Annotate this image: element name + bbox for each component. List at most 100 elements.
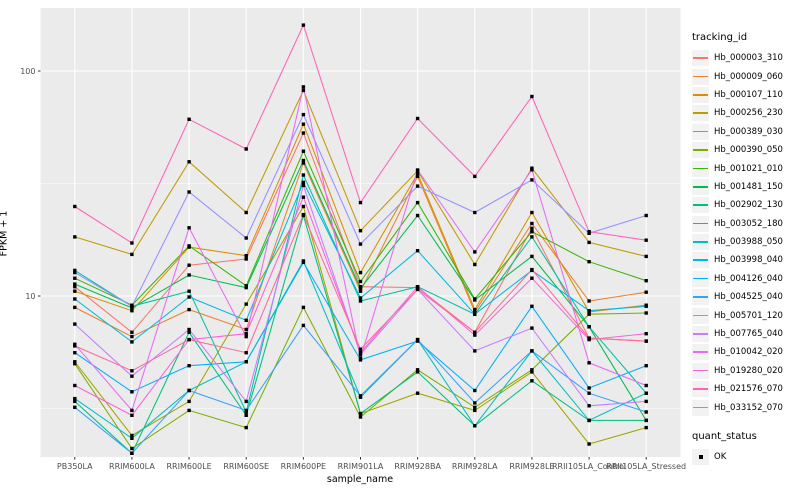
data-point (73, 276, 77, 280)
x-axis-title: sample_name (326, 474, 394, 485)
data-point (73, 344, 77, 348)
data-point (301, 195, 306, 199)
data-point (358, 347, 363, 351)
legend-color-line (693, 277, 708, 280)
data-point (130, 241, 134, 245)
data-point (301, 183, 306, 188)
data-point (244, 399, 248, 404)
data-point (130, 408, 134, 413)
legend-label: Hb_001481_150 (714, 181, 783, 192)
legend-label: Hb_003988_050 (714, 237, 783, 248)
data-point (473, 174, 477, 179)
legend-key-line (692, 197, 709, 214)
legend-key-line (692, 142, 709, 159)
data-point (301, 85, 306, 89)
data-point (473, 408, 477, 413)
data-point (130, 451, 134, 455)
data-point (587, 325, 591, 329)
data-point (587, 230, 591, 234)
legend-label: Hb_004126_040 (714, 273, 783, 284)
legend-label: Hb_000009_060 (714, 71, 783, 82)
data-point (473, 405, 477, 409)
legend-key-line (692, 178, 709, 195)
data-point (244, 147, 248, 151)
data-point (187, 117, 191, 121)
legend-color-line (693, 130, 708, 133)
data-point (415, 370, 420, 374)
data-point (73, 289, 77, 293)
legend-item-Hb_001481_150: Hb_001481_150 (692, 178, 798, 196)
legend-key-line (692, 381, 709, 398)
data-point (358, 352, 363, 357)
legend-item-Hb_005701_120: Hb_005701_120 (692, 306, 798, 324)
legend-item-Hb_000256_230: Hb_000256_230 (692, 104, 798, 122)
data-point (130, 413, 134, 417)
data-point (530, 168, 534, 172)
data-point (358, 289, 363, 293)
data-point (301, 122, 306, 126)
data-point (358, 296, 363, 300)
legend-item-Hb_001021_010: Hb_001021_010 (692, 159, 798, 177)
series-points-Hb_033152_070 (73, 212, 648, 373)
data-point (473, 310, 477, 314)
legend-item-Hb_021576_070: Hb_021576_070 (692, 380, 798, 398)
legend-label: Hb_001021_010 (714, 163, 783, 174)
x-tick-label: RRIM600SE (223, 462, 269, 471)
data-point (358, 286, 363, 291)
data-point (244, 284, 248, 288)
data-point (415, 213, 420, 218)
data-point (187, 327, 191, 332)
legend-item-Hb_007765_040: Hb_007765_040 (692, 325, 798, 343)
legend-label: Hb_003052_180 (714, 218, 783, 229)
legend-color-line (693, 167, 708, 170)
data-point (644, 410, 648, 414)
legend-key-line (692, 307, 709, 324)
y-tick-label: 100 (20, 67, 35, 76)
data-point (644, 391, 648, 395)
legend-label: Hb_000389_030 (714, 126, 783, 137)
legend-color-line (693, 149, 708, 151)
data-point (73, 204, 77, 209)
data-point (415, 116, 420, 121)
data-point (244, 285, 248, 290)
data-point (73, 268, 77, 273)
legend-key-line (692, 50, 709, 67)
data-point (73, 362, 77, 366)
legend-title-quant-status: quant_status (692, 430, 757, 442)
data-point (244, 327, 248, 332)
data-point (244, 334, 248, 339)
legend-item-Hb_010042_020: Hb_010042_020 (692, 343, 798, 361)
legend-key-line (692, 399, 709, 416)
legend-key-line (692, 160, 709, 177)
data-point (473, 401, 477, 405)
data-point (244, 351, 248, 355)
data-point (358, 285, 363, 289)
data-point (587, 240, 591, 245)
legend-key-line (692, 68, 709, 85)
data-point (415, 184, 420, 188)
legend-key-line (692, 362, 709, 379)
data-point (587, 404, 591, 408)
data-point (415, 287, 420, 292)
data-point (301, 149, 306, 153)
data-point (415, 391, 420, 395)
data-point (358, 299, 363, 303)
data-point (358, 351, 363, 355)
data-point (187, 295, 191, 299)
data-point (244, 257, 248, 261)
data-point (473, 307, 477, 312)
legend-color-line (693, 314, 708, 317)
data-point (644, 238, 648, 242)
data-point (301, 180, 306, 184)
data-point (244, 210, 248, 215)
data-point (644, 311, 648, 315)
data-point (358, 242, 363, 246)
data-point (530, 226, 534, 230)
data-point (530, 276, 534, 280)
data-point (530, 368, 534, 372)
data-point (473, 312, 477, 316)
data-point (301, 88, 306, 93)
data-point (130, 436, 134, 440)
data-point (530, 349, 534, 353)
legend-label: Hb_004525_040 (714, 292, 783, 303)
